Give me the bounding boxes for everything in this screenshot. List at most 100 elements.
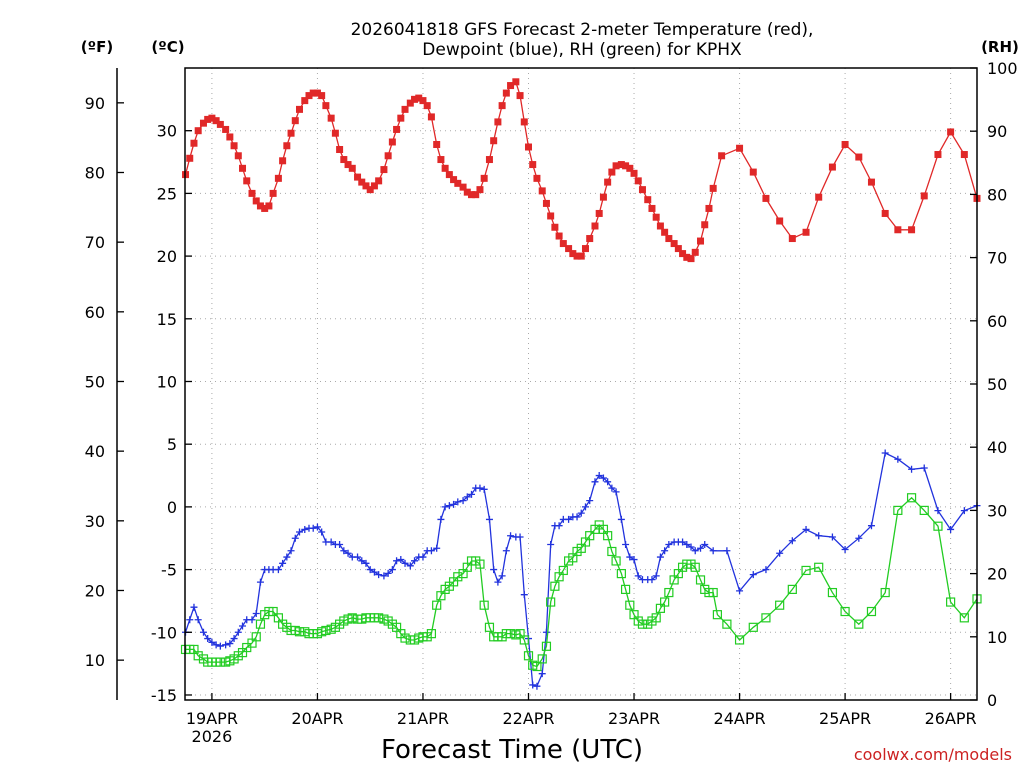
temperature-point	[687, 255, 695, 263]
rh-point	[866, 606, 877, 617]
dewpoint-point	[533, 682, 541, 690]
dewpoint-point	[318, 528, 326, 536]
temperature-point	[265, 202, 273, 210]
rh-point	[854, 619, 864, 629]
rh-point	[550, 581, 560, 591]
temperature-point	[529, 161, 537, 169]
rh-point	[840, 606, 850, 617]
temperature-point	[705, 204, 713, 212]
temperature-point	[524, 143, 532, 151]
temperature-point	[318, 92, 326, 100]
dewpoint-point	[393, 557, 401, 565]
rh-tick-label: 100	[987, 59, 1018, 78]
temperature-point	[476, 186, 484, 194]
temperature-point	[551, 223, 559, 231]
temperature-point	[433, 140, 441, 148]
rh-point	[321, 625, 331, 636]
rh-point	[255, 619, 266, 629]
rh-point	[558, 565, 568, 576]
rh-point	[775, 600, 785, 610]
temperature-point	[802, 228, 810, 236]
temperature-point	[498, 102, 506, 110]
dewpoint-point	[362, 559, 370, 567]
temperature-point	[248, 189, 256, 197]
rh-point	[479, 600, 489, 610]
rh-point	[801, 565, 811, 576]
dewpoint-point	[661, 547, 669, 555]
dewpoint-point	[256, 578, 264, 586]
temperature-point	[423, 102, 431, 110]
temperature-point	[679, 250, 687, 258]
temperature-point	[547, 212, 555, 220]
temperature-point	[279, 157, 287, 165]
dewpoint-point	[894, 455, 902, 463]
dewpoint-point	[634, 572, 642, 580]
rh-point	[664, 587, 674, 598]
dewpoint-point	[516, 533, 524, 541]
dewpoint-point	[542, 628, 550, 636]
rh-point	[651, 613, 661, 623]
dewpoint-point	[815, 532, 823, 540]
dewpoint-point	[691, 547, 699, 555]
temperature-point	[358, 178, 366, 186]
rh-point	[193, 651, 203, 661]
dewpoint-point	[450, 500, 458, 508]
temperature-point	[683, 253, 691, 261]
temperature-point	[701, 221, 709, 229]
rh-point	[946, 597, 956, 607]
dewpoint-point	[709, 547, 717, 555]
dewpoint-point	[604, 478, 612, 486]
dewpoint-point	[370, 568, 378, 576]
temperature-point	[736, 144, 744, 152]
dewpoint-point	[776, 549, 784, 557]
dewpoint-point	[226, 640, 234, 648]
dewpoint-point	[485, 515, 493, 523]
dewpoint-point	[520, 591, 528, 599]
rh-line	[185, 496, 978, 668]
dewpoint-point	[204, 635, 212, 643]
dewpoint-point	[239, 622, 247, 630]
rh-tick-label: 10	[987, 628, 1007, 647]
temperature-point	[274, 174, 282, 182]
dewpoint-point	[216, 642, 224, 650]
rh-point	[453, 572, 463, 582]
dewpoint-point	[679, 538, 687, 546]
plot-frame	[184, 67, 978, 701]
temperature-point	[718, 152, 726, 160]
dewpoint-point	[788, 537, 796, 545]
x-tick-label: 25APR	[819, 709, 871, 728]
dewpoint-point	[828, 533, 836, 541]
temperature-point	[920, 192, 928, 200]
dewpoint-point	[555, 522, 563, 530]
dewpoint-point	[344, 549, 352, 557]
temperature-point	[542, 199, 550, 207]
x-tick-label: 23APR	[608, 709, 660, 728]
dewpoint-point	[309, 524, 317, 532]
dewpoint-point	[419, 553, 427, 561]
dewpoint-point	[366, 566, 374, 574]
temperature-point	[322, 102, 330, 110]
temperature-point	[626, 164, 634, 172]
temperature-point	[591, 222, 599, 230]
temperature-point	[573, 252, 581, 260]
temperature-point	[295, 105, 303, 113]
dewpoint-point	[591, 478, 599, 486]
dewpoint-point	[279, 559, 287, 567]
dewpoint-point	[683, 541, 691, 549]
temperature-point	[239, 164, 247, 172]
dewpoint-point	[612, 488, 620, 496]
temperature-point	[599, 193, 607, 201]
temperature-line	[184, 80, 978, 260]
dewpoint-point	[802, 525, 810, 533]
fahrenheit-tick-label: 30	[85, 512, 105, 531]
dewpoint-point	[375, 571, 383, 579]
rh-tick-label: 90	[987, 122, 1007, 141]
x-tick-label: 20APR	[291, 709, 343, 728]
dewpoint-point	[867, 522, 875, 530]
temperature-point	[512, 78, 520, 86]
data-series	[180, 78, 982, 690]
rh-point	[523, 651, 534, 661]
dewpoint-point	[622, 541, 630, 549]
dewpoint-point	[384, 569, 392, 577]
